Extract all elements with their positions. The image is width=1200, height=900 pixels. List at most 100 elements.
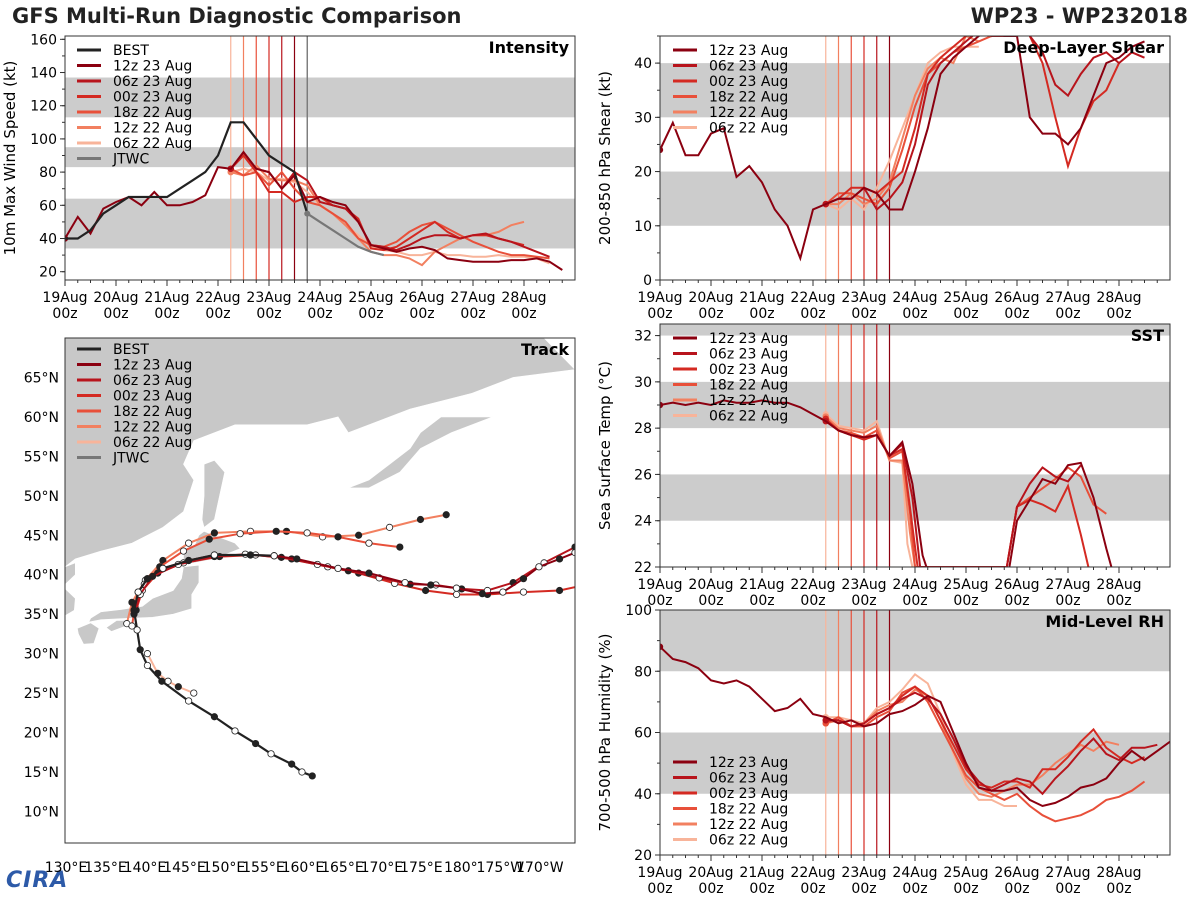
- best-track-point: [210, 713, 218, 721]
- land-korea: [65, 562, 76, 617]
- track-point: [519, 575, 528, 583]
- best-track-point: [159, 564, 167, 573]
- x-tick-date: 21Aug: [739, 290, 784, 306]
- best-track-point: [246, 551, 255, 559]
- lat-tick-label: 60°N: [24, 410, 59, 426]
- best-track-point: [158, 677, 166, 685]
- x-tick-date: 22Aug: [790, 577, 835, 593]
- legend-label: 00z 23 Aug: [113, 90, 192, 106]
- legend-label: 18z 22 Aug: [709, 90, 788, 106]
- lat-tick-label: 45°N: [24, 528, 59, 544]
- panel-title: Deep-Layer Shear: [1003, 38, 1164, 57]
- threshold-band: [65, 77, 575, 118]
- best-track-point: [288, 760, 296, 768]
- y-axis-label: Sea Surface Temp (°C): [596, 361, 614, 530]
- legend-label: 06z 23 Aug: [709, 771, 788, 787]
- track-point: [401, 579, 409, 587]
- y-tick-label: 20: [634, 848, 652, 864]
- y-tick-label: 100: [625, 603, 652, 619]
- y-tick-label: 32: [634, 329, 652, 345]
- track-point: [272, 527, 280, 535]
- x-tick-date: 23Aug: [841, 577, 886, 593]
- x-tick-date: 19Aug: [42, 290, 87, 306]
- legend-label: 12z 22 Aug: [709, 393, 788, 409]
- track-point: [452, 584, 461, 592]
- legend-label: 00z 23 Aug: [113, 389, 192, 405]
- legend-label: 06z 23 Aug: [113, 74, 192, 90]
- x-tick-date: 20Aug: [93, 290, 138, 306]
- x-tick-hour: 00z: [647, 306, 672, 322]
- legend-label: 18z 22 Aug: [709, 802, 788, 818]
- best-track-point: [133, 626, 141, 634]
- x-tick-date: 24Aug: [297, 290, 342, 306]
- y-tick-label: 26: [634, 467, 652, 483]
- legend-label: 06z 22 Aug: [709, 833, 788, 849]
- x-tick-hour: 00z: [953, 306, 978, 322]
- track-point: [427, 581, 435, 589]
- x-tick-hour: 00z: [1106, 881, 1131, 897]
- x-tick-date: 24Aug: [892, 290, 937, 306]
- legend-label: 18z 22 Aug: [113, 105, 192, 121]
- track-point: [555, 555, 564, 563]
- x-tick-date: 27Aug: [1045, 865, 1090, 881]
- legend-label: BEST: [113, 342, 149, 358]
- x-tick-date: 24Aug: [892, 865, 937, 881]
- legend-label: BEST: [113, 43, 149, 59]
- track-point: [365, 539, 373, 547]
- legend-label: 06z 22 Aug: [709, 409, 788, 425]
- x-tick-date: 25Aug: [943, 290, 988, 306]
- x-tick-hour: 00z: [698, 881, 723, 897]
- series-line: [825, 413, 914, 567]
- x-tick-hour: 00z: [698, 593, 723, 609]
- x-tick-hour: 00z: [256, 306, 281, 322]
- track-point: [452, 590, 461, 599]
- lon-tick-label: 145°E: [163, 860, 206, 876]
- track-point: [592, 579, 598, 585]
- x-tick-hour: 00z: [800, 593, 825, 609]
- best-track-point: [267, 750, 275, 758]
- y-tick-label: 30: [634, 375, 652, 391]
- x-tick-date: 19Aug: [637, 290, 682, 306]
- series-line: [660, 36, 1145, 262]
- x-tick-date: 27Aug: [1045, 577, 1090, 593]
- x-tick-hour: 00z: [749, 306, 774, 322]
- best-track-point: [185, 697, 193, 705]
- x-tick-date: 20Aug: [688, 290, 733, 306]
- x-tick-hour: 00z: [851, 306, 876, 322]
- x-tick-hour: 00z: [800, 881, 825, 897]
- legend-label: 12z 23 Aug: [709, 755, 788, 771]
- y-tick-label: 100: [30, 132, 57, 148]
- y-tick-label: 0: [643, 273, 652, 289]
- panel-title: Mid-Level RH: [1045, 612, 1164, 631]
- x-tick-date: 23Aug: [246, 290, 291, 306]
- x-tick-date: 26Aug: [399, 290, 444, 306]
- x-tick-hour: 00z: [358, 306, 383, 322]
- x-tick-hour: 00z: [460, 306, 485, 322]
- series-line: [825, 685, 1146, 823]
- lat-tick-label: 65°N: [24, 370, 59, 386]
- x-tick-hour: 00z: [749, 881, 774, 897]
- lon-tick-label: 135°E: [84, 860, 127, 876]
- x-tick-date: 21Aug: [739, 865, 784, 881]
- track-point: [143, 650, 152, 658]
- x-tick-hour: 00z: [647, 881, 672, 897]
- lon-tick-label: 160°E: [282, 860, 325, 876]
- x-tick-hour: 00z: [902, 881, 927, 897]
- panel-intensity: 20 40 60 80 100 120 140 160 10m Max Wind Speed (…: [1, 32, 576, 322]
- x-tick-date: 19Aug: [637, 865, 682, 881]
- plot-area: [65, 36, 575, 280]
- legend-label: 00z 23 Aug: [709, 362, 788, 378]
- x-tick-hour: 00z: [953, 593, 978, 609]
- x-tick-hour: 00z: [1055, 881, 1080, 897]
- series-line: [825, 672, 1017, 807]
- y-tick-label: 60: [634, 726, 652, 742]
- legend-label: 18z 22 Aug: [709, 378, 788, 394]
- best-track-point: [185, 556, 193, 565]
- y-tick-label: 40: [39, 232, 57, 248]
- track-point: [303, 529, 311, 537]
- best-track-point: [210, 551, 218, 559]
- series-line: [825, 415, 916, 567]
